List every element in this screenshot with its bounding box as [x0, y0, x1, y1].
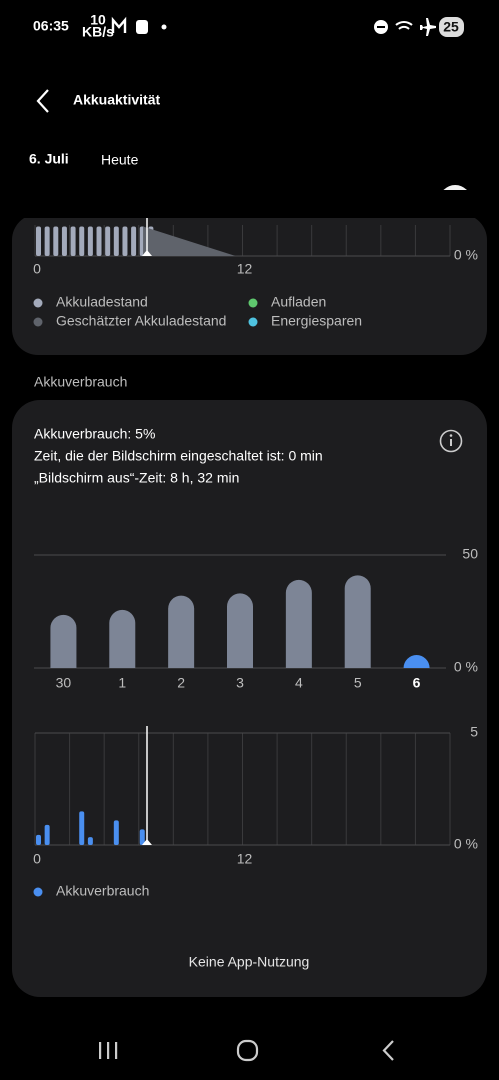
- nav-back[interactable]: [382, 1040, 394, 1061]
- bar: [79, 811, 85, 845]
- bar: [36, 226, 41, 256]
- bar: [109, 609, 136, 668]
- bar: [139, 829, 145, 845]
- net-unit: KB/s: [82, 24, 114, 40]
- legend-dot: [33, 317, 43, 327]
- y-tick-label: 5: [470, 724, 478, 740]
- back-button[interactable]: [36, 89, 49, 113]
- level-card: [12, 214, 487, 355]
- bar: [113, 820, 119, 845]
- bar: [403, 655, 430, 668]
- x-tick-label: 12: [237, 261, 253, 277]
- x-tick-label: 0: [33, 851, 41, 867]
- section-title: Akkuverbrauch: [34, 374, 127, 390]
- legend-dot: [33, 298, 43, 308]
- battery-pill: [439, 17, 464, 37]
- y-tick-label: 0 %: [454, 247, 478, 263]
- nav-recents[interactable]: [99, 1042, 118, 1059]
- x-tick-label: 2: [177, 675, 185, 691]
- nav-home[interactable]: [236, 1039, 259, 1062]
- more-dot: [161, 24, 167, 30]
- summary-line: Akkuverbrauch: 5%: [34, 426, 155, 442]
- y-tick-label: 0 %: [454, 659, 478, 675]
- airplane-icon: [420, 18, 436, 36]
- bar: [44, 226, 50, 256]
- bar: [87, 226, 93, 256]
- bar: [53, 226, 59, 256]
- bar: [79, 226, 85, 256]
- hourly-chart: 0 % 5 0 12 Akkuverbrauch: [33, 724, 478, 899]
- x-tick-label: 30: [56, 675, 72, 691]
- usage-card: [12, 400, 487, 997]
- clock: 06:35: [33, 18, 69, 34]
- x-tick-label: 1: [118, 675, 126, 691]
- bar: [285, 579, 312, 668]
- bar: [87, 837, 93, 845]
- bar: [344, 575, 371, 668]
- legend-dot: [248, 298, 258, 308]
- bar: [131, 226, 137, 256]
- daily-chart: 0 % 50 30 1 2 3 4 5 6: [34, 546, 478, 691]
- x-tick-label: 0: [33, 261, 41, 277]
- legend-label: Energiesparen: [271, 313, 362, 329]
- date-day: 6. Juli: [29, 151, 69, 167]
- battery-level: 25: [443, 19, 459, 35]
- bar: [168, 595, 195, 668]
- bar: [36, 834, 41, 845]
- bar: [50, 614, 77, 668]
- bar: [105, 226, 111, 256]
- bar: [44, 824, 50, 845]
- legend-label: Geschätzter Akkuladestand: [56, 313, 226, 329]
- legend-dot: [248, 317, 258, 327]
- strip-mask: [12, 190, 487, 218]
- info-button[interactable]: [439, 429, 463, 453]
- legend-label: Akkuladestand: [56, 294, 148, 310]
- bar: [70, 226, 76, 256]
- bar: [61, 226, 67, 256]
- empty-note: Keine App-Nutzung: [189, 954, 310, 970]
- summary-line: Zeit, die der Bildschirm eingeschaltet i…: [34, 448, 323, 464]
- wifi-icon: [395, 21, 413, 30]
- dnd-bar: [377, 26, 385, 28]
- bar: [96, 226, 102, 256]
- x-tick-label: 3: [236, 675, 244, 691]
- x-tick-label: 4: [295, 675, 303, 691]
- summary-line: „Bildschirm aus“-Zeit: 8 h, 32 min: [34, 470, 239, 486]
- y-tick-label: 0 %: [454, 836, 478, 852]
- now-triangle: [142, 250, 152, 256]
- bar: [113, 226, 119, 256]
- net-speed: 10: [90, 12, 106, 28]
- app-icon: [136, 20, 148, 34]
- legend-label: Aufladen: [271, 294, 326, 310]
- x-tick-label: 6: [413, 675, 421, 691]
- mail-icon: [111, 16, 127, 33]
- bar: [122, 226, 128, 256]
- level-chart: 0 % 0 12 Akkuladestand Geschätzter Akkulades…: [33, 218, 478, 329]
- now-triangle: [142, 839, 152, 845]
- estimate-area: [143, 226, 236, 256]
- x-tick-label: 5: [354, 675, 362, 691]
- legend-dot: [33, 887, 43, 897]
- legend-label: Akkuverbrauch: [56, 883, 149, 899]
- date-relative: Heute: [101, 152, 139, 168]
- bar: [227, 593, 253, 668]
- y-tick-label: 50: [462, 546, 478, 562]
- page-title: Akkuaktivität: [73, 92, 160, 108]
- x-tick-label: 12: [237, 851, 253, 867]
